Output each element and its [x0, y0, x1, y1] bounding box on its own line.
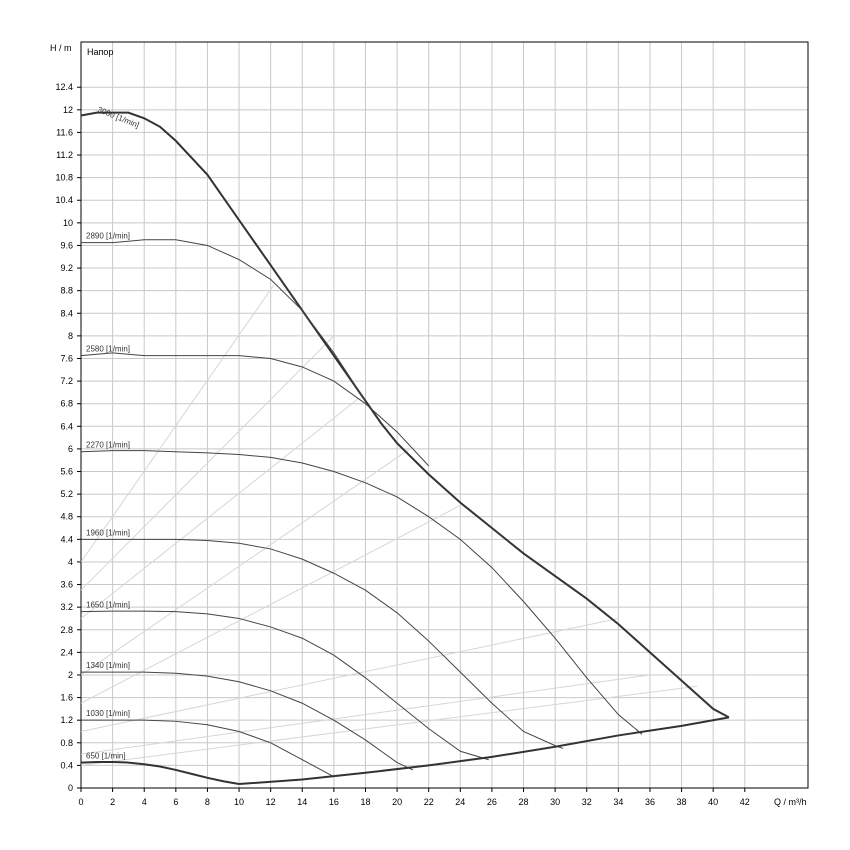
y-tick-label: 10 — [63, 218, 73, 228]
y-tick-label: 5.6 — [60, 467, 73, 477]
series-label-1030: 1030 [1/min] — [86, 709, 130, 718]
series-line-2890 — [81, 239, 366, 402]
series-line-1650 — [80, 610, 489, 761]
efficiency-line — [80, 674, 651, 755]
x-tick-label: 6 — [173, 797, 178, 807]
series-label-3000: 3000 [1/min] — [96, 105, 140, 130]
efficiency-line — [80, 504, 461, 704]
legend-label: Напор — [87, 47, 113, 57]
y-tick-label: 3.2 — [60, 602, 73, 612]
y-axis-title: H / m — [50, 43, 72, 53]
series-label-650: 650 [1/min] — [86, 752, 126, 761]
x-tick-label: 42 — [740, 797, 750, 807]
y-tick-label: 1.6 — [60, 693, 73, 703]
y-tick-label: 6.8 — [60, 399, 73, 409]
y-tick-label: 9.2 — [60, 263, 73, 273]
series-label-1650: 1650 [1/min] — [86, 601, 130, 610]
y-tick-label: 12 — [63, 105, 73, 115]
x-tick-label: 4 — [142, 797, 147, 807]
series-label-1340: 1340 [1/min] — [86, 661, 130, 670]
y-tick-label: 8 — [68, 331, 73, 341]
series-line-3000 — [80, 111, 730, 719]
y-tick-label: 4.8 — [60, 512, 73, 522]
y-tick-label: 2 — [68, 670, 73, 680]
series-line-1340 — [81, 671, 414, 771]
x-tick-label: 18 — [360, 797, 370, 807]
efficiency-line — [80, 617, 619, 732]
series-label-2890: 2890 [1/min] — [86, 232, 130, 241]
x-tick-label: 0 — [78, 797, 83, 807]
x-axis-title: Q / m³/h — [774, 797, 807, 807]
x-tick-label: 14 — [297, 797, 307, 807]
series-label-2270: 2270 [1/min] — [86, 441, 130, 450]
x-tick-label: 8 — [205, 797, 210, 807]
y-tick-label: 4.4 — [60, 534, 73, 544]
x-tick-label: 30 — [550, 797, 560, 807]
y-tick-label: 8.4 — [60, 308, 73, 318]
x-tick-label: 32 — [582, 797, 592, 807]
y-tick-label: 1.2 — [60, 715, 73, 725]
y-tick-label: 6.4 — [60, 421, 73, 431]
x-tick-label: 16 — [329, 797, 339, 807]
y-tick-label: 7.6 — [60, 353, 73, 363]
series-label-2580: 2580 [1/min] — [86, 345, 130, 354]
y-tick-label: 11.2 — [56, 150, 73, 160]
y-tick-label: 11.6 — [56, 127, 73, 137]
y-tick-label: 0.4 — [60, 760, 73, 770]
efficiency-line — [80, 448, 411, 676]
y-tick-label: 0.8 — [60, 738, 73, 748]
y-tick-label: 2.8 — [60, 625, 73, 635]
series-line-1030 — [81, 719, 335, 778]
efficiency-line — [80, 685, 698, 766]
y-tick-label: 7.2 — [60, 376, 73, 386]
x-tick-label: 24 — [455, 797, 465, 807]
x-tick-label: 36 — [645, 797, 655, 807]
efficiency-line — [80, 335, 335, 591]
y-tick-label: 9.6 — [60, 240, 73, 250]
plot-frame — [80, 41, 809, 789]
series-line-envelope — [238, 716, 730, 786]
x-tick-label: 40 — [708, 797, 718, 807]
x-tick-label: 28 — [519, 797, 529, 807]
y-tick-label: 10.4 — [55, 195, 73, 205]
y-tick-label: 4 — [68, 557, 73, 567]
efficiency-line — [80, 397, 360, 619]
x-tick-label: 38 — [677, 797, 687, 807]
series-line-2580 — [80, 352, 430, 467]
y-tick-label: 3.6 — [60, 580, 73, 590]
series-line-1960 — [81, 538, 564, 749]
y-tick-label: 0 — [68, 783, 73, 793]
x-tick-label: 10 — [234, 797, 244, 807]
y-tick-label: 12.4 — [55, 82, 73, 92]
series-label-1960: 1960 [1/min] — [86, 528, 130, 537]
y-tick-label: 6 — [68, 444, 73, 454]
x-tick-label: 22 — [424, 797, 434, 807]
y-tick-label: 2.4 — [60, 647, 73, 657]
x-tick-label: 2 — [110, 797, 115, 807]
series-line-650 — [80, 761, 240, 786]
y-tick-label: 8.8 — [60, 286, 73, 296]
x-tick-label: 34 — [613, 797, 623, 807]
series-line-2270 — [80, 450, 643, 735]
efficiency-line — [80, 284, 275, 563]
x-tick-label: 20 — [392, 797, 402, 807]
x-tick-label: 12 — [266, 797, 276, 807]
y-tick-label: 10.8 — [55, 173, 73, 183]
x-tick-label: 26 — [487, 797, 497, 807]
y-tick-label: 5.2 — [60, 489, 73, 499]
